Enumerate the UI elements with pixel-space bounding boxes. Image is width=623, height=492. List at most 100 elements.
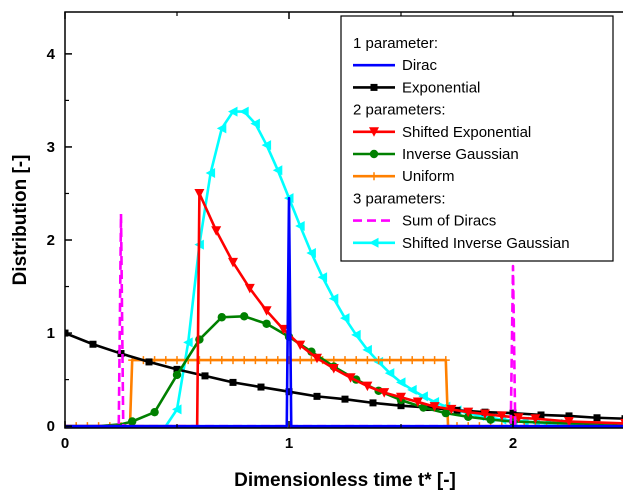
legend-item-dirac: Dirac [353,57,438,74]
data-point [419,403,428,412]
y-axis-title: Distribution [-] [10,155,31,286]
data-point [217,313,226,322]
data-point [408,356,417,365]
data-point [328,293,339,304]
data-point [345,373,356,383]
data-point [313,392,321,400]
data-point [441,356,450,365]
data-point [172,370,182,380]
legend-label: Sum of Diracs [402,213,496,230]
data-point [205,168,216,179]
data-point [128,417,137,426]
data-point [211,226,222,236]
data-point [229,378,237,386]
data-point [530,414,541,424]
data-point [397,402,405,410]
data-point [446,404,457,415]
data-point [239,106,249,117]
data-point [228,106,238,117]
data-point [537,411,545,419]
data-point [362,344,372,355]
data-point [285,388,293,396]
series-dirac [65,196,623,428]
data-point [351,329,361,340]
ticks-layer: 0 1 2 0 1 2 3 4 [47,12,517,452]
data-point [261,306,272,316]
data-point [161,356,170,365]
series-sum-of-diracs [65,212,623,428]
data-point [150,407,159,417]
data-point [228,257,238,268]
legend-item-uniform: Uniform [353,168,455,185]
data-point [262,356,271,365]
data-point [328,363,339,374]
y-tick-label: 3 [47,139,55,156]
y-tick-label: 4 [47,46,56,63]
data-point [429,402,440,412]
legend-marker [369,127,379,137]
data-point [564,416,574,427]
legend-label: Shifted Inverse Gaussian [402,235,570,252]
series-line-dirac [65,196,623,428]
y-tick-label: 2 [47,232,55,249]
x-tick-label: 2 [509,435,517,452]
data-point [295,340,306,351]
data-point [306,248,316,259]
data-point [145,358,153,366]
data-point [341,395,349,403]
data-point [272,165,283,176]
data-point [480,409,490,420]
legend-marker [369,149,379,159]
data-point [496,411,507,421]
data-point [201,372,209,380]
data-point [278,324,289,335]
data-point [425,404,433,412]
legend-group-header: 2 parameters: [353,102,446,119]
data-point [295,221,305,232]
legend-label: Shifted Exponential [402,124,531,141]
data-point [240,312,249,321]
legend-item-shifted-exponential: Shifted Exponential [353,124,531,141]
data-point [593,414,601,422]
series-shifted-exponential [65,188,623,428]
data-point [262,319,271,328]
data-point [509,409,517,417]
data-point [317,272,328,283]
data-point [397,356,405,365]
data-point [396,392,406,403]
data-point [117,350,125,358]
data-point [412,397,423,407]
legend-label: Inverse Gaussian [402,146,519,163]
data-point [362,381,373,392]
data-point [463,407,474,418]
data-point [363,356,372,365]
data-point [407,384,417,395]
data-point [257,383,265,391]
data-point [486,415,495,424]
plot-frame [64,11,623,429]
legend-marker [370,172,378,181]
data-point [369,399,377,407]
data-point [240,356,249,365]
data-point [229,356,237,365]
legend-marker [369,237,379,248]
data-point [217,356,226,365]
y-tick-label: 0 [47,418,55,435]
data-point [430,356,439,365]
data-point [384,368,395,379]
legend-item-inverse-gaussian: Inverse Gaussian [353,146,519,163]
data-point [385,356,394,365]
data-point [419,356,428,365]
legend: 1 parameter: Dirac Exponential 2 parameters… [340,15,614,262]
data-point [195,335,204,344]
y-tick-label: 1 [47,325,55,342]
data-point [216,123,227,134]
legend-label: Uniform [402,168,455,185]
data-point [620,418,623,425]
data-point [250,118,260,129]
data-point [341,356,349,365]
legend-item-shifted-inverse-gaussian: Shifted Inverse Gaussian [353,235,570,252]
data-point [441,408,450,418]
data-point [352,356,361,365]
